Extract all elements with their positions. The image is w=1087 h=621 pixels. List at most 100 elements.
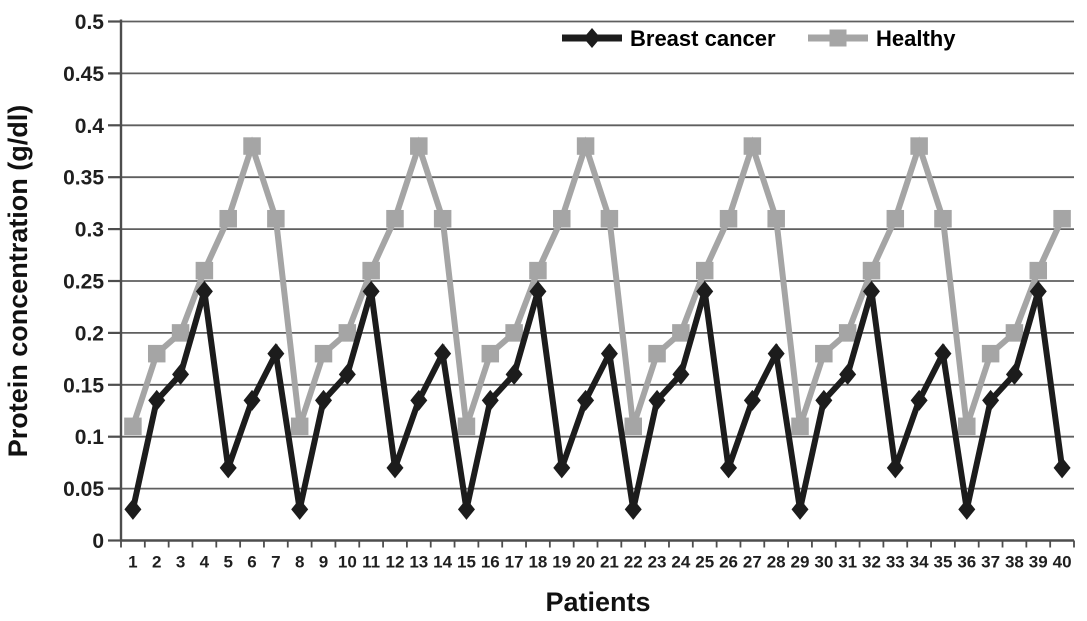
marker-diamond bbox=[720, 457, 738, 479]
axes: 00.050.10.150.20.250.30.350.40.450.51 2 3 4… bbox=[63, 11, 1075, 572]
series-line-breast-cancer bbox=[129, 290, 1066, 511]
x-tick-label: 8 bbox=[295, 553, 304, 572]
marker-square bbox=[838, 324, 857, 342]
marker-square bbox=[886, 209, 905, 228]
y-tick-label: 0.5 bbox=[75, 11, 105, 34]
x-tick-label: 15 bbox=[457, 553, 476, 572]
marker-square bbox=[815, 344, 833, 363]
marker-diamond bbox=[1029, 280, 1047, 302]
x-tick-label: 39 bbox=[1029, 553, 1048, 572]
x-tick-label: 3 bbox=[176, 553, 185, 572]
marker-diamond bbox=[672, 363, 690, 385]
legend: Breast cancer Healthy bbox=[562, 26, 956, 51]
marker-square bbox=[124, 417, 142, 436]
marker-square bbox=[362, 261, 380, 280]
x-tick-label: 11 bbox=[362, 553, 380, 572]
x-tick-label: 32 bbox=[862, 553, 881, 572]
marker-diamond bbox=[886, 457, 904, 479]
marker-square bbox=[171, 324, 190, 342]
y-tick-label: 0.2 bbox=[75, 322, 104, 345]
x-tick-label: 13 bbox=[409, 553, 428, 572]
x-tick-label: 23 bbox=[648, 553, 667, 572]
x-tick-label: 28 bbox=[767, 553, 786, 572]
marker-square bbox=[958, 417, 976, 436]
x-tick-label: 38 bbox=[1005, 553, 1024, 572]
y-tick-label: 0.4 bbox=[75, 115, 105, 138]
x-tick-label: 2 bbox=[152, 553, 161, 572]
marker-square bbox=[791, 417, 809, 436]
marker-diamond bbox=[862, 280, 880, 302]
marker-diamond bbox=[767, 343, 785, 365]
marker-square bbox=[195, 261, 214, 280]
marker-square bbox=[481, 344, 500, 363]
y-tick-label: 0.05 bbox=[63, 478, 104, 501]
marker-square bbox=[1029, 261, 1048, 280]
x-axis-title: Patients bbox=[545, 587, 650, 617]
x-tick-label: 35 bbox=[934, 553, 953, 572]
marker-diamond bbox=[219, 457, 237, 479]
x-tick-label: 21 bbox=[600, 553, 619, 572]
marker-square bbox=[267, 209, 285, 228]
x-tick-label: 5 bbox=[223, 553, 232, 572]
marker-square bbox=[934, 209, 952, 228]
x-tick-label: 31 bbox=[838, 553, 857, 572]
x-tick-label: 7 bbox=[271, 553, 280, 572]
marker-diamond bbox=[1053, 457, 1071, 479]
marker-diamond bbox=[386, 457, 404, 479]
marker-diamond bbox=[267, 343, 285, 365]
x-tick-label: 34 bbox=[910, 553, 929, 572]
x-tick-label: 19 bbox=[552, 553, 571, 572]
x-tick-label: 25 bbox=[695, 553, 714, 572]
x-tick-label: 33 bbox=[886, 553, 905, 572]
x-tick-label: 18 bbox=[528, 553, 547, 572]
marker-square bbox=[314, 344, 333, 363]
marker-diamond bbox=[815, 389, 833, 411]
marker-square bbox=[910, 137, 928, 155]
x-tick-label: 16 bbox=[481, 553, 500, 572]
marker-square bbox=[719, 209, 738, 228]
marker-diamond bbox=[457, 498, 475, 520]
gridlines bbox=[121, 20, 1074, 490]
x-tick-label: 29 bbox=[791, 553, 810, 572]
y-tick-label: 0.3 bbox=[75, 219, 104, 242]
marker-diamond bbox=[291, 498, 309, 520]
legend-item-breast-cancer: Breast cancer bbox=[562, 26, 776, 51]
marker-square bbox=[529, 261, 547, 280]
marker-square bbox=[433, 209, 452, 228]
marker-diamond bbox=[172, 363, 190, 385]
x-tick-label: 1 bbox=[128, 553, 137, 572]
marker-diamond bbox=[124, 498, 142, 520]
y-tick-label: 0.25 bbox=[63, 271, 104, 294]
marker-diamond bbox=[958, 498, 976, 520]
marker-square bbox=[1005, 324, 1024, 342]
marker-square bbox=[695, 261, 714, 280]
x-tick-label: 9 bbox=[319, 553, 328, 572]
x-tick-label: 30 bbox=[814, 553, 833, 572]
marker-square bbox=[624, 417, 642, 436]
y-tick-label: 0.1 bbox=[75, 426, 105, 449]
marker-square bbox=[767, 209, 785, 228]
marker-square bbox=[290, 417, 309, 436]
y-tick-label: 0.15 bbox=[63, 374, 104, 397]
marker-square bbox=[576, 137, 595, 155]
marker-diamond bbox=[982, 389, 1000, 411]
marker-diamond bbox=[696, 280, 714, 302]
marker-square bbox=[981, 344, 1000, 363]
marker-diamond bbox=[338, 363, 356, 385]
marker-diamond bbox=[743, 389, 761, 411]
marker-square bbox=[338, 324, 357, 342]
legend-diamond-icon bbox=[583, 28, 601, 48]
marker-diamond bbox=[648, 389, 666, 411]
x-tick-label: 40 bbox=[1053, 553, 1072, 572]
marker-diamond bbox=[362, 280, 380, 302]
x-tick-label: 27 bbox=[743, 553, 762, 572]
marker-diamond bbox=[624, 498, 642, 520]
marker-diamond bbox=[195, 280, 213, 302]
marker-diamond bbox=[910, 389, 928, 411]
marker-diamond bbox=[600, 343, 618, 365]
marker-diamond bbox=[481, 389, 499, 411]
x-tick-label: 14 bbox=[433, 553, 452, 572]
marker-square bbox=[743, 137, 762, 155]
legend-label: Healthy bbox=[876, 26, 956, 51]
